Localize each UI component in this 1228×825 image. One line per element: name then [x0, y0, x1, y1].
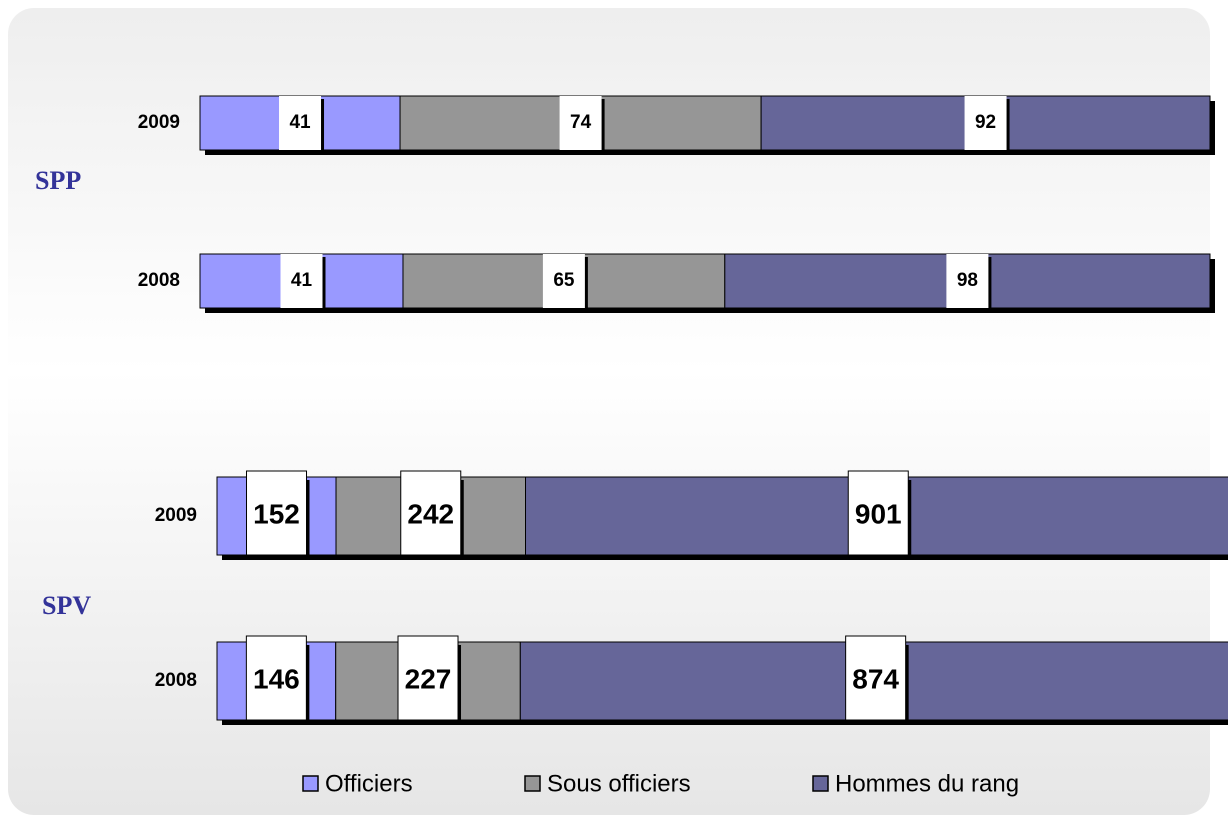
data-label: 152	[253, 498, 300, 529]
data-label: 74	[570, 112, 592, 133]
plot: SPP 2009 41 74 92 2008 41 65 98 SPV 2009 152 242 901 2…	[35, 95, 1228, 725]
y-tick-label: 2008	[138, 270, 180, 291]
legend-label: Hommes du rang	[835, 770, 1019, 797]
label-box	[246, 470, 308, 556]
label-box	[280, 254, 323, 308]
label-box	[946, 254, 989, 308]
label-box	[542, 254, 585, 308]
data-label: 227	[405, 663, 452, 694]
y-tick-label: 2009	[138, 112, 180, 133]
label-box	[397, 635, 459, 721]
data-label: 98	[957, 270, 978, 291]
legend-label: Sous officiers	[547, 770, 691, 797]
legend-swatch	[524, 775, 541, 792]
legend-label: Officiers	[325, 770, 413, 797]
data-label: 92	[975, 112, 996, 133]
label-box	[845, 635, 907, 721]
label-box	[559, 96, 602, 150]
legend-swatch	[302, 775, 319, 792]
data-label: 901	[855, 498, 902, 529]
label-box	[964, 96, 1007, 150]
group-label: SPP	[35, 166, 81, 195]
y-tick-label: 2009	[155, 505, 197, 526]
data-label: 41	[291, 270, 313, 291]
data-label: 146	[253, 663, 300, 694]
y-tick-label: 2008	[155, 670, 197, 691]
label-box	[279, 96, 322, 150]
group-label: SPV	[42, 591, 91, 620]
data-label: 874	[852, 663, 899, 694]
legend-swatch	[812, 775, 829, 792]
label-box	[400, 470, 462, 556]
data-label: 65	[553, 270, 575, 291]
data-label: 41	[289, 112, 311, 133]
label-box	[847, 470, 909, 556]
label-box	[245, 635, 307, 721]
panel	[8, 8, 1210, 815]
data-label: 242	[407, 498, 454, 529]
